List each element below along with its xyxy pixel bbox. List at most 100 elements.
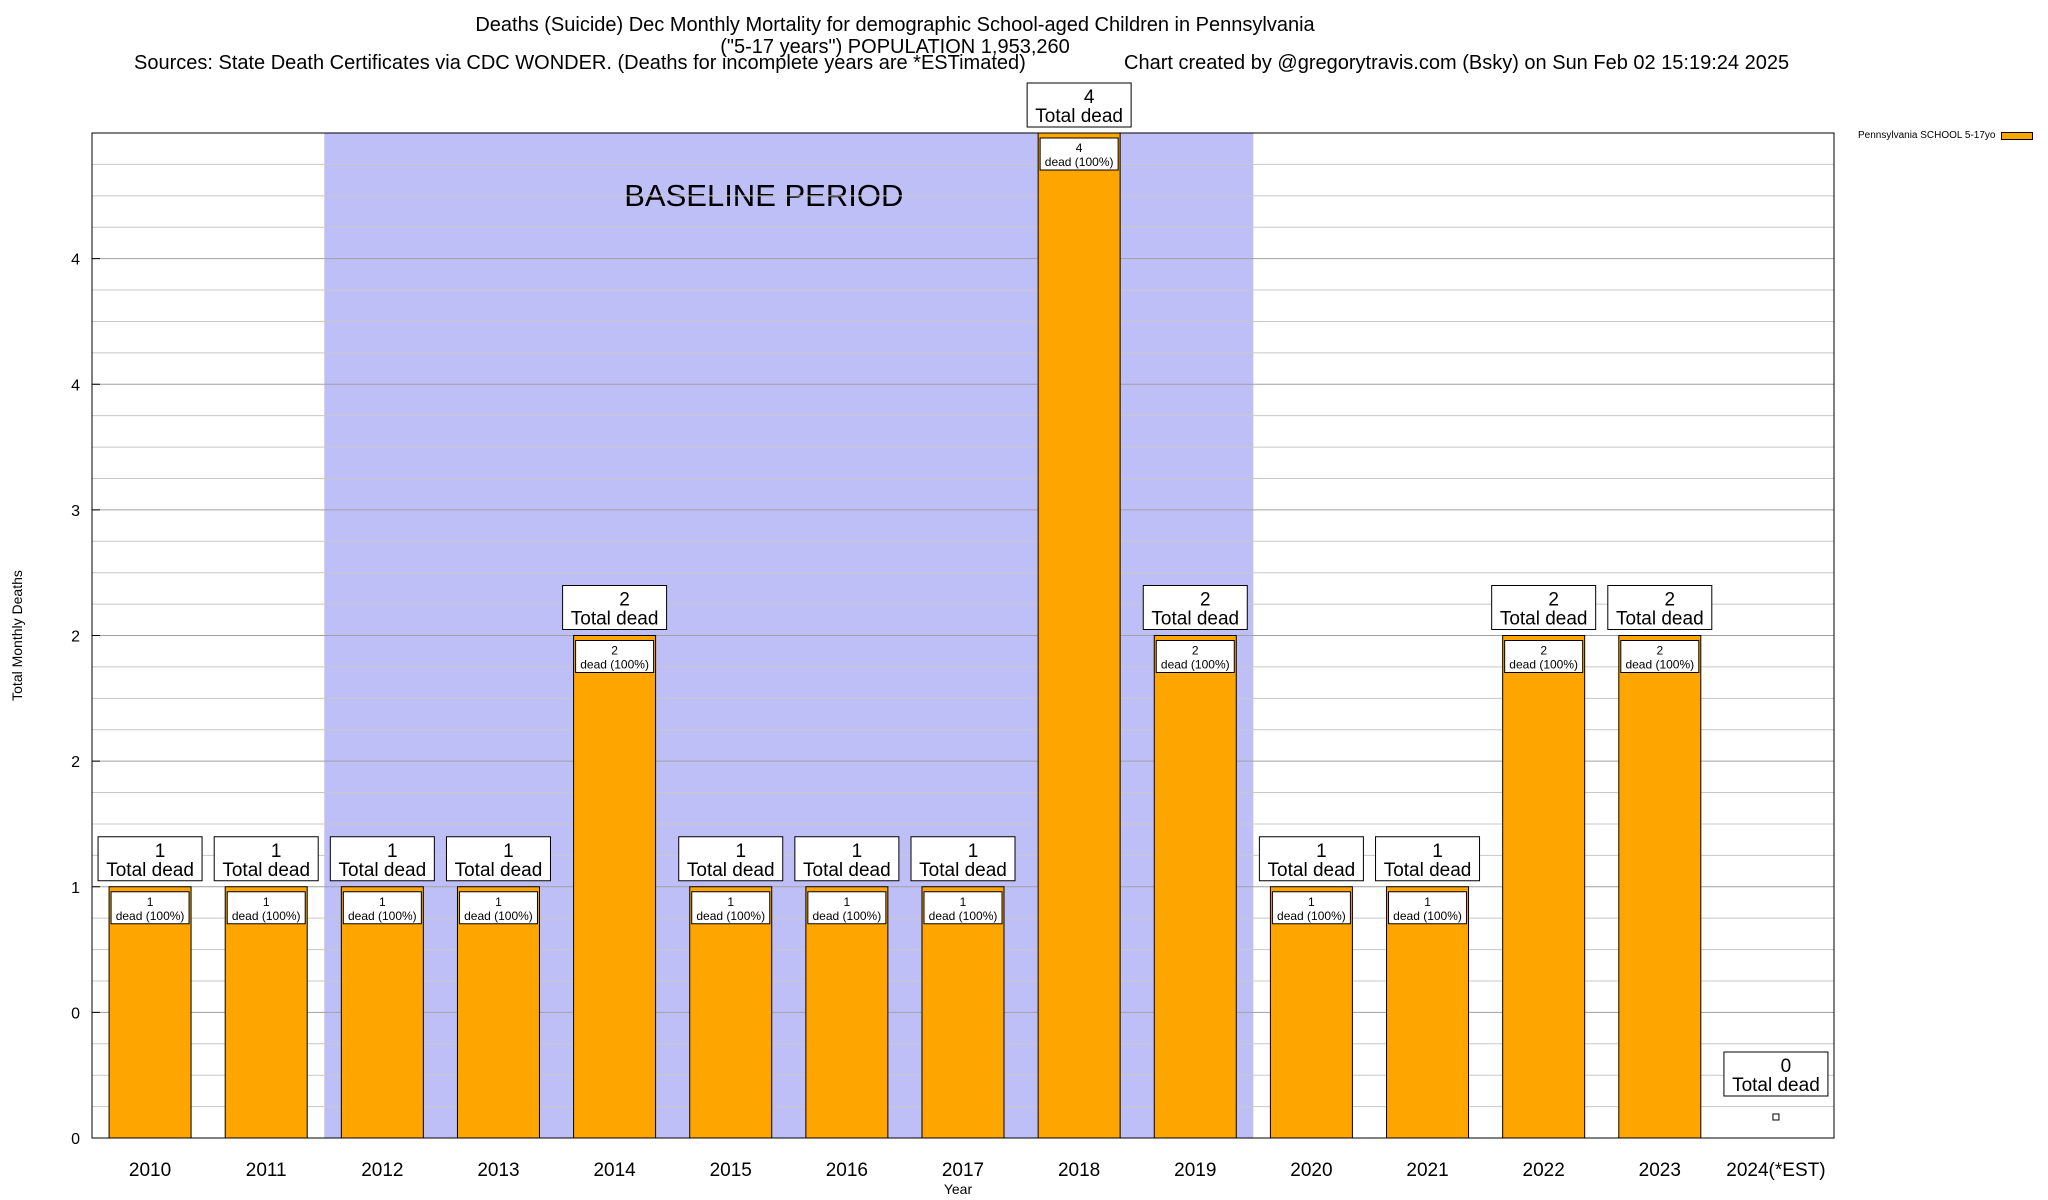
total-label-value: 1	[735, 841, 746, 862]
inner-label-value: 1	[495, 895, 502, 909]
total-label-value: 1	[1316, 841, 1327, 862]
total-label-box	[445, 836, 551, 882]
total-label-box	[794, 836, 900, 882]
total-label-text: Total dead	[1268, 860, 1356, 881]
inner-label-box	[1620, 640, 1700, 673]
bar-2023	[1618, 635, 1702, 1139]
total-label-box	[1491, 585, 1597, 630]
y-tick-label: 2	[71, 754, 80, 771]
x-tick-label: 2015	[710, 1160, 752, 1181]
y-tick-label: 0	[71, 1131, 80, 1148]
inner-label-box	[1388, 891, 1468, 925]
inner-label-box	[807, 891, 887, 925]
inner-label-text: dead (100%)	[1161, 658, 1230, 672]
inner-label-box	[691, 891, 771, 925]
inner-label-value: 2	[1192, 644, 1199, 658]
inner-label-text: dead (100%)	[464, 909, 533, 923]
chart-title: Deaths (Suicide) Dec Monthly Mortality f…	[0, 14, 1790, 58]
bar-2011	[224, 886, 308, 1139]
bar-2020	[1269, 886, 1353, 1139]
sources-text: Sources: State Death Certificates via CD…	[134, 52, 1026, 74]
bar-2024(*EST)	[1772, 1113, 1780, 1121]
y-tick-label: 4	[71, 252, 80, 269]
total-label-text: Total dead	[106, 860, 194, 881]
inner-label-value: 1	[379, 895, 386, 909]
total-label-box	[910, 836, 1016, 882]
total-label-box	[1142, 585, 1248, 630]
total-label-text: Total dead	[1732, 1075, 1820, 1096]
inner-label-box	[458, 891, 538, 925]
bar-2018	[1037, 132, 1121, 1139]
inner-label-box	[575, 640, 655, 673]
total-label-value: 2	[619, 590, 630, 611]
x-tick-label: 2014	[593, 1160, 636, 1181]
bar-2014	[573, 635, 657, 1139]
inner-label-text: dead (100%)	[1509, 658, 1578, 672]
total-label-box	[1607, 585, 1713, 630]
inner-label-text: dead (100%)	[1393, 909, 1462, 923]
total-label-value: 1	[387, 841, 398, 862]
inner-label-text: dead (100%)	[929, 909, 998, 923]
total-label-box	[562, 585, 668, 630]
inner-label-text: dead (100%)	[813, 909, 882, 923]
y-tick-label: 2	[71, 629, 80, 646]
inner-label-value: 2	[1656, 644, 1663, 658]
total-label-value: 2	[1548, 590, 1559, 611]
inner-label-text: dead (100%)	[116, 909, 185, 923]
inner-label-box	[226, 891, 306, 925]
inner-label-text: dead (100%)	[232, 909, 301, 923]
total-label-value: 0	[1781, 1056, 1792, 1077]
y-tick-label: 4	[71, 377, 80, 394]
y-tick-label: 3	[71, 503, 80, 520]
total-label-value: 2	[1200, 590, 1211, 611]
y-tick-label: 0	[71, 1005, 80, 1022]
bar-2022	[1502, 635, 1586, 1139]
credit-text: Chart created by @gregorytravis.com (Bsk…	[1124, 52, 1790, 74]
bar-2015	[689, 886, 773, 1139]
x-tick-label: 2011	[246, 1160, 287, 1181]
inner-label-value: 2	[611, 644, 618, 658]
total-label-text: Total dead	[1500, 609, 1588, 630]
total-label-box	[1723, 1051, 1829, 1097]
total-label-text: Total dead	[338, 860, 426, 881]
total-label-text: Total dead	[1616, 609, 1704, 630]
total-label-value: 4	[1084, 87, 1095, 108]
y-tick-label: 1	[71, 880, 80, 897]
total-label-text: Total dead	[571, 609, 659, 630]
bar-2017	[921, 886, 1005, 1139]
bar-2013	[456, 886, 540, 1139]
inner-label-value: 1	[1424, 895, 1431, 909]
inner-label-text: dead (100%)	[1045, 155, 1114, 169]
inner-label-text: dead (100%)	[580, 658, 649, 672]
x-tick-label: 2023	[1639, 1160, 1681, 1181]
total-label-box	[329, 836, 435, 882]
total-label-box	[678, 836, 784, 882]
total-label-value: 1	[503, 841, 514, 862]
inner-label-value: 2	[1540, 644, 1547, 658]
x-tick-label: 2012	[361, 1160, 403, 1181]
total-label-value: 1	[271, 841, 282, 862]
inner-label-value: 1	[844, 895, 851, 909]
inner-label-value: 1	[147, 895, 154, 909]
bar-2012	[340, 886, 424, 1139]
inner-label-box	[1271, 891, 1351, 925]
total-label-text: Total dead	[222, 860, 310, 881]
inner-label-box	[342, 891, 422, 925]
bar-2019	[1153, 635, 1237, 1139]
total-label-box	[97, 836, 203, 882]
x-tick-label: 2021	[1406, 1160, 1448, 1181]
x-tick-label: 2018	[1058, 1160, 1100, 1181]
x-axis-label: Year	[944, 1181, 973, 1197]
inner-label-text: dead (100%)	[1625, 658, 1694, 672]
total-label-value: 2	[1665, 590, 1676, 611]
inner-label-box	[110, 891, 190, 925]
inner-label-value: 4	[1076, 141, 1083, 155]
x-tick-label: 2019	[1174, 1160, 1216, 1181]
inner-label-value: 1	[1308, 895, 1315, 909]
total-label-text: Total dead	[803, 860, 891, 881]
total-label-box	[1026, 82, 1132, 128]
total-label-value: 1	[852, 841, 863, 862]
total-label-box	[213, 836, 319, 882]
total-label-value: 1	[968, 841, 979, 862]
